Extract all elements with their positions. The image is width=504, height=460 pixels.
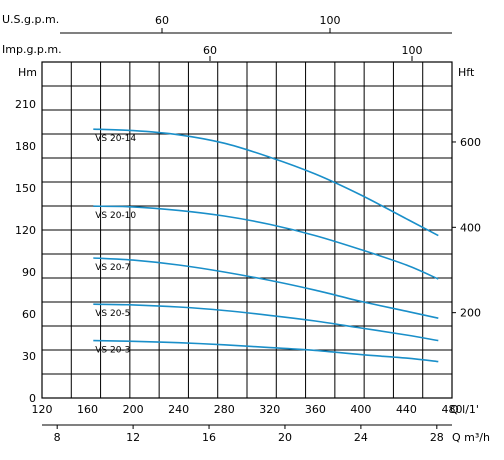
- series-line: [93, 257, 439, 319]
- series-line: [93, 128, 439, 237]
- left-tick-label: 120: [15, 224, 36, 237]
- bottom-lmin-tick-label: 280: [214, 403, 235, 416]
- bottom-lmin-tick-label: 320: [259, 403, 280, 416]
- left-tick-label: 60: [22, 308, 36, 321]
- bottom-lmin-tick-label: 400: [350, 403, 371, 416]
- bottom-m3h-axis-label: Q m³/h: [452, 431, 490, 444]
- bottom-lmin-tick-label: 120: [32, 403, 53, 416]
- series-label: VS 20-5: [95, 309, 130, 319]
- bottom-m3h-tick-label: 20: [278, 431, 292, 444]
- series-line: [93, 303, 439, 342]
- grid-layer: [41, 28, 456, 429]
- bottom-lmin-tick-label: 160: [77, 403, 98, 416]
- top-us-tick-label: 100: [320, 14, 341, 27]
- left-tick-label: 90: [22, 266, 36, 279]
- left-tick-label: 150: [15, 182, 36, 195]
- left-tick-label: 0: [29, 392, 36, 405]
- series-label: VS 20-3: [95, 346, 130, 356]
- top-us-tick-label: 60: [155, 14, 169, 27]
- plot-frame: [41, 61, 453, 399]
- left-tick-label: 210: [15, 98, 36, 111]
- bottom-lmin-tick-label: 480: [442, 403, 463, 416]
- top-imp-tick-label: 100: [402, 44, 423, 57]
- series-line: [93, 205, 439, 280]
- bottom-lmin-tick-label: 240: [168, 403, 189, 416]
- bottom-m3h-tick-label: 12: [126, 431, 140, 444]
- right-tick-label: 600: [460, 136, 481, 149]
- bottom-lmin-axis-label: Q l/1': [450, 403, 479, 416]
- label-layer: U.S.g.p.m. 60 100 Imp.g.p.m. 60 100 Hm 0 30 60 90 1…: [2, 13, 490, 444]
- bottom-lmin-tick-label: 440: [396, 403, 417, 416]
- right-tick-label: 400: [460, 221, 481, 234]
- top-imp-axis-label: Imp.g.p.m.: [2, 43, 62, 56]
- bottom-lmin-tick-label: 360: [305, 403, 326, 416]
- right-axis-label: Hft: [458, 66, 475, 79]
- right-tick-label: 200: [460, 307, 481, 320]
- series-label: VS 20-10: [95, 211, 136, 221]
- series-line: [93, 339, 439, 363]
- curve-layer: [93, 128, 439, 363]
- bottom-lmin-tick-label: 200: [123, 403, 144, 416]
- top-us-axis-label: U.S.g.p.m.: [2, 13, 59, 26]
- series-label: VS 20-7: [95, 263, 130, 273]
- series-label: VS 20-14: [95, 134, 136, 144]
- left-axis-label: Hm: [18, 66, 37, 79]
- left-tick-label: 180: [15, 140, 36, 153]
- bottom-m3h-tick-label: 16: [202, 431, 216, 444]
- bottom-m3h-tick-label: 28: [430, 431, 444, 444]
- top-imp-tick-label: 60: [203, 44, 217, 57]
- bottom-m3h-tick-label: 24: [354, 431, 368, 444]
- bottom-m3h-tick-label: 8: [54, 431, 61, 444]
- left-tick-label: 30: [22, 350, 36, 363]
